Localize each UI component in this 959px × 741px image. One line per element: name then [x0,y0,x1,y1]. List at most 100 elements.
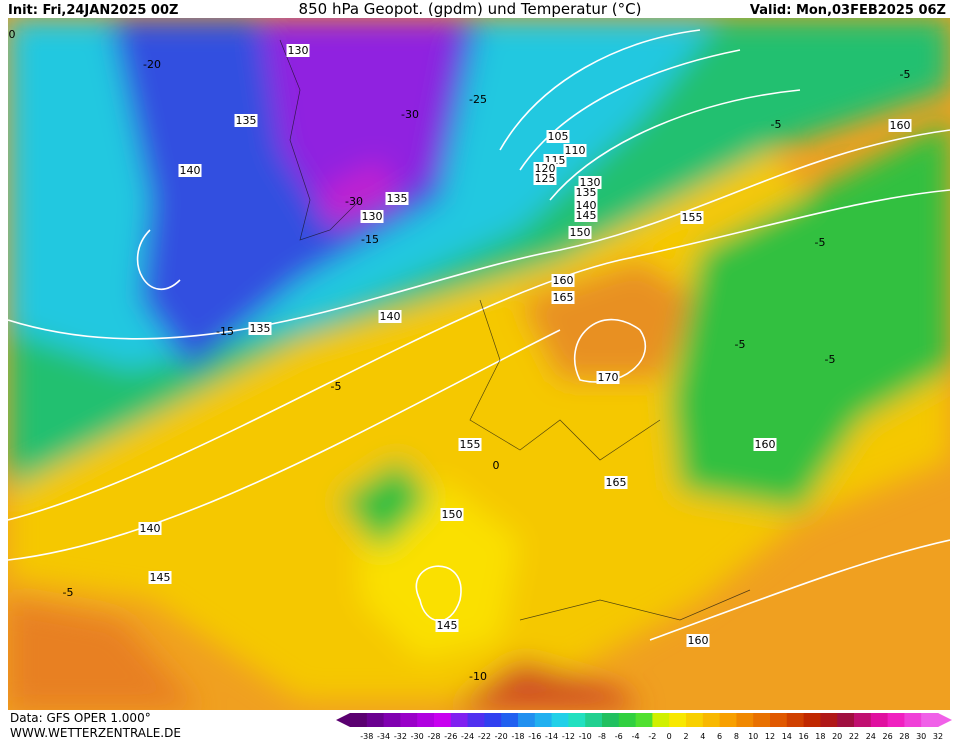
geopotential-label-bg [533,162,557,175]
geopotential-label: 120 [535,162,556,175]
colorbar-swatch [467,713,485,727]
geopotential-label: 155 [460,438,481,451]
colorbar-swatch [736,713,754,727]
colorbar-label: -4 [632,732,640,741]
colorbar-label: 8 [734,732,739,741]
geopotential-label-bg [458,438,482,451]
colorbar-label: -24 [461,732,474,741]
geopotential-label: 110 [565,144,586,157]
geopotential-label-bg [574,186,598,199]
colorbar-label: 14 [782,732,792,741]
colorbar-label: 20 [832,732,842,741]
temperature-label: -30 [345,195,363,208]
geopotential-label: 160 [688,634,709,647]
colorbar-swatch [484,713,502,727]
geopotential-label-bg [378,310,402,323]
colorbar-label: 6 [717,732,722,741]
temperature-label: -15 [216,325,234,338]
colorbar-swatch [702,713,721,727]
colorbar-label: 28 [899,732,909,741]
colorbar-swatch [753,713,771,727]
temperature-label: -20 [143,58,161,71]
colorbar-label: -22 [478,732,491,741]
geopotential-label-bg [578,176,602,189]
geopotential-label: 140 [380,310,401,323]
temperature-label: -5 [900,68,911,81]
geopotential-label: 160 [890,119,911,132]
colorbar-label: 26 [883,732,893,741]
geopotential-label-bg [178,164,202,177]
geopotential-label: 155 [682,211,703,224]
colorbar-swatch [585,713,603,727]
colorbar-swatch [820,713,838,727]
colorbar-label: -28 [427,732,440,741]
geopotential-label: 105 [548,130,569,143]
geopotential-label: 150 [442,508,463,521]
geopotential-label-bg [568,226,592,239]
colorbar-swatch [635,713,653,727]
colorbar-label: 32 [933,732,943,741]
geopotential-label: 130 [362,210,383,223]
geopotential-label-bg [680,211,704,224]
colorbar-label: 30 [916,732,926,741]
colorbar-swatch [770,713,788,727]
colorbar-label: -32 [394,732,407,741]
colorbar-swatch [551,713,569,727]
geopotential-label-bg [574,199,598,212]
geopotential-label: 165 [606,476,627,489]
colorbar-label: 16 [799,732,809,741]
temperature-label: 0 [493,459,500,472]
data-source: Data: GFS OPER 1.000° [10,711,151,725]
temperature-label: -5 [735,338,746,351]
temperature-label: -5 [815,236,826,249]
colorbar-label: -2 [648,732,656,741]
colorbar-label: 4 [700,732,705,741]
colorbar-swatch [854,713,872,727]
colorbar-swatch [501,713,519,727]
geopotential-label: 145 [437,619,458,632]
colorbar-label: 22 [849,732,859,741]
colorbar-label: 0 [667,732,672,741]
geopotential-label-bg [286,44,310,57]
colorbar-label: -10 [579,732,592,741]
colorbar-swatch [719,713,737,727]
colorbar-label: -34 [377,732,390,741]
temperature-label: -10 [469,670,487,683]
geopotential-label-bg [551,291,575,304]
geopotential-label-bg [596,371,620,384]
colorbar-label: 24 [866,732,876,741]
colorbar-high-arrow [938,713,952,727]
colorbar-label: -16 [528,732,541,741]
colorbar-label: -14 [545,732,558,741]
colorbar-swatch [400,713,418,727]
geopotential-label: 170 [598,371,619,384]
colorbar-swatch [887,713,905,727]
geopotential-label-bg [138,522,162,535]
geopotential-label-bg [385,192,409,205]
geopotential-label: 160 [553,274,574,287]
colorbar-swatch [450,713,469,727]
colorbar-label: -20 [495,732,508,741]
geopotential-label-bg [440,508,464,521]
geopotential-label-bg [888,119,912,132]
geopotential-label-bg [753,438,777,451]
colorbar-swatch [786,713,805,727]
colorbar-swatch [652,713,670,727]
geopotential-label: 145 [150,571,171,584]
colorbar-swatch [383,713,401,727]
colorbar-swatch [686,713,704,727]
geopotential-label-bg [148,571,172,584]
temperature-label: -25 [469,93,487,106]
temperature-label: -5 [825,353,836,366]
geopotential-label-bg [551,274,575,287]
temperature-label: -30 [401,108,419,121]
geopotential-label: 125 [535,172,556,185]
colorbar-swatch [870,713,889,727]
colorbar-label: -8 [598,732,606,741]
colorbar-swatch [669,713,687,727]
geopotential-label: 140 [140,522,161,535]
colorbar-swatch [602,713,620,727]
geopotential-label: 160 [755,438,776,451]
